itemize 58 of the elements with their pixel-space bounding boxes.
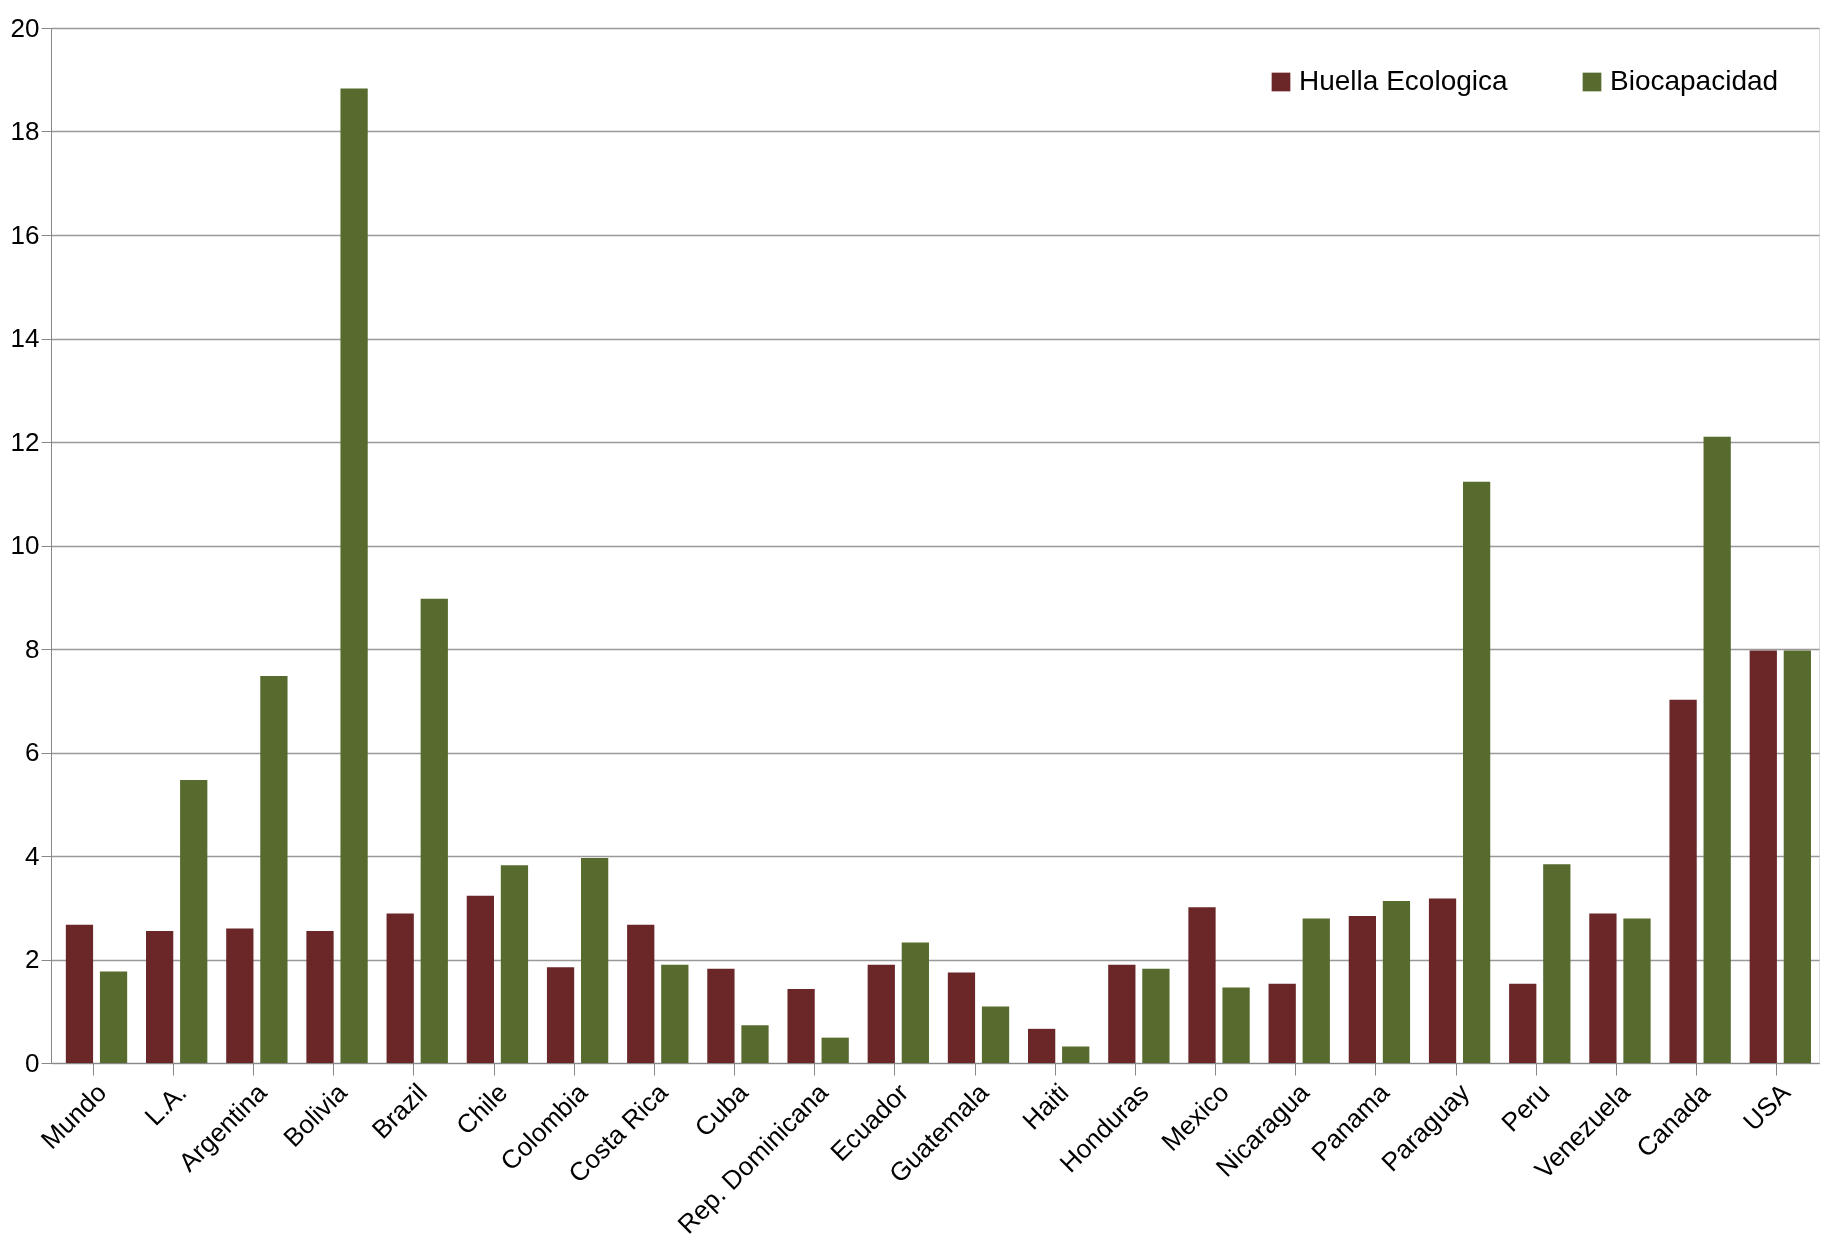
bar [1108, 964, 1136, 1063]
bar [146, 931, 174, 1063]
y-tick-label: 0 [25, 1047, 40, 1078]
bar [947, 972, 976, 1063]
bar [1623, 918, 1651, 1063]
y-tick-label: 4 [25, 840, 40, 871]
bar [386, 913, 414, 1063]
bar [99, 971, 128, 1063]
y-tick-label: 10 [10, 530, 40, 560]
legend-label: Biocapacidad [1610, 65, 1779, 96]
bar [500, 865, 529, 1063]
x-tick-label: USA [1736, 1076, 1797, 1137]
bar [65, 924, 94, 1063]
y-tick-label: 2 [25, 944, 40, 974]
y-tick-label: 20 [10, 12, 40, 43]
bar [466, 895, 494, 1063]
bar [707, 968, 735, 1063]
bar [1703, 436, 1731, 1063]
bar [581, 858, 609, 1063]
bar [180, 779, 208, 1063]
bar [1268, 983, 1296, 1063]
bar [1669, 699, 1697, 1063]
y-tick-label: 8 [25, 633, 40, 664]
bar [1188, 907, 1216, 1063]
bar [787, 989, 815, 1063]
bar [867, 964, 895, 1063]
bar [1428, 898, 1457, 1063]
bar [741, 1025, 769, 1063]
bar [1462, 481, 1491, 1063]
bar [661, 964, 689, 1063]
bar [1382, 901, 1411, 1063]
bar [260, 675, 288, 1063]
bar [1142, 968, 1170, 1063]
bar [420, 598, 448, 1063]
bar [981, 1006, 1010, 1063]
bar [1062, 1046, 1090, 1063]
y-tick-label: 6 [25, 737, 40, 767]
bar [1543, 864, 1571, 1063]
bar [1028, 1028, 1056, 1063]
bar [546, 967, 575, 1063]
bar [901, 942, 929, 1063]
bar [1749, 650, 1777, 1063]
bar [1302, 918, 1330, 1063]
bar [1509, 983, 1537, 1063]
bar [226, 928, 254, 1063]
y-tick-label: 14 [10, 323, 40, 353]
y-tick-label: 12 [10, 426, 40, 457]
bar [1589, 913, 1617, 1063]
legend-label: Huella Ecologica [1299, 65, 1508, 96]
bar [1222, 987, 1250, 1063]
bar [821, 1037, 849, 1063]
bar [1348, 916, 1376, 1063]
bar [306, 931, 334, 1063]
bar [1783, 650, 1811, 1063]
bar [627, 924, 655, 1063]
y-tick-label: 18 [10, 116, 40, 146]
y-tick-label: 16 [10, 219, 40, 250]
bar [340, 88, 368, 1063]
